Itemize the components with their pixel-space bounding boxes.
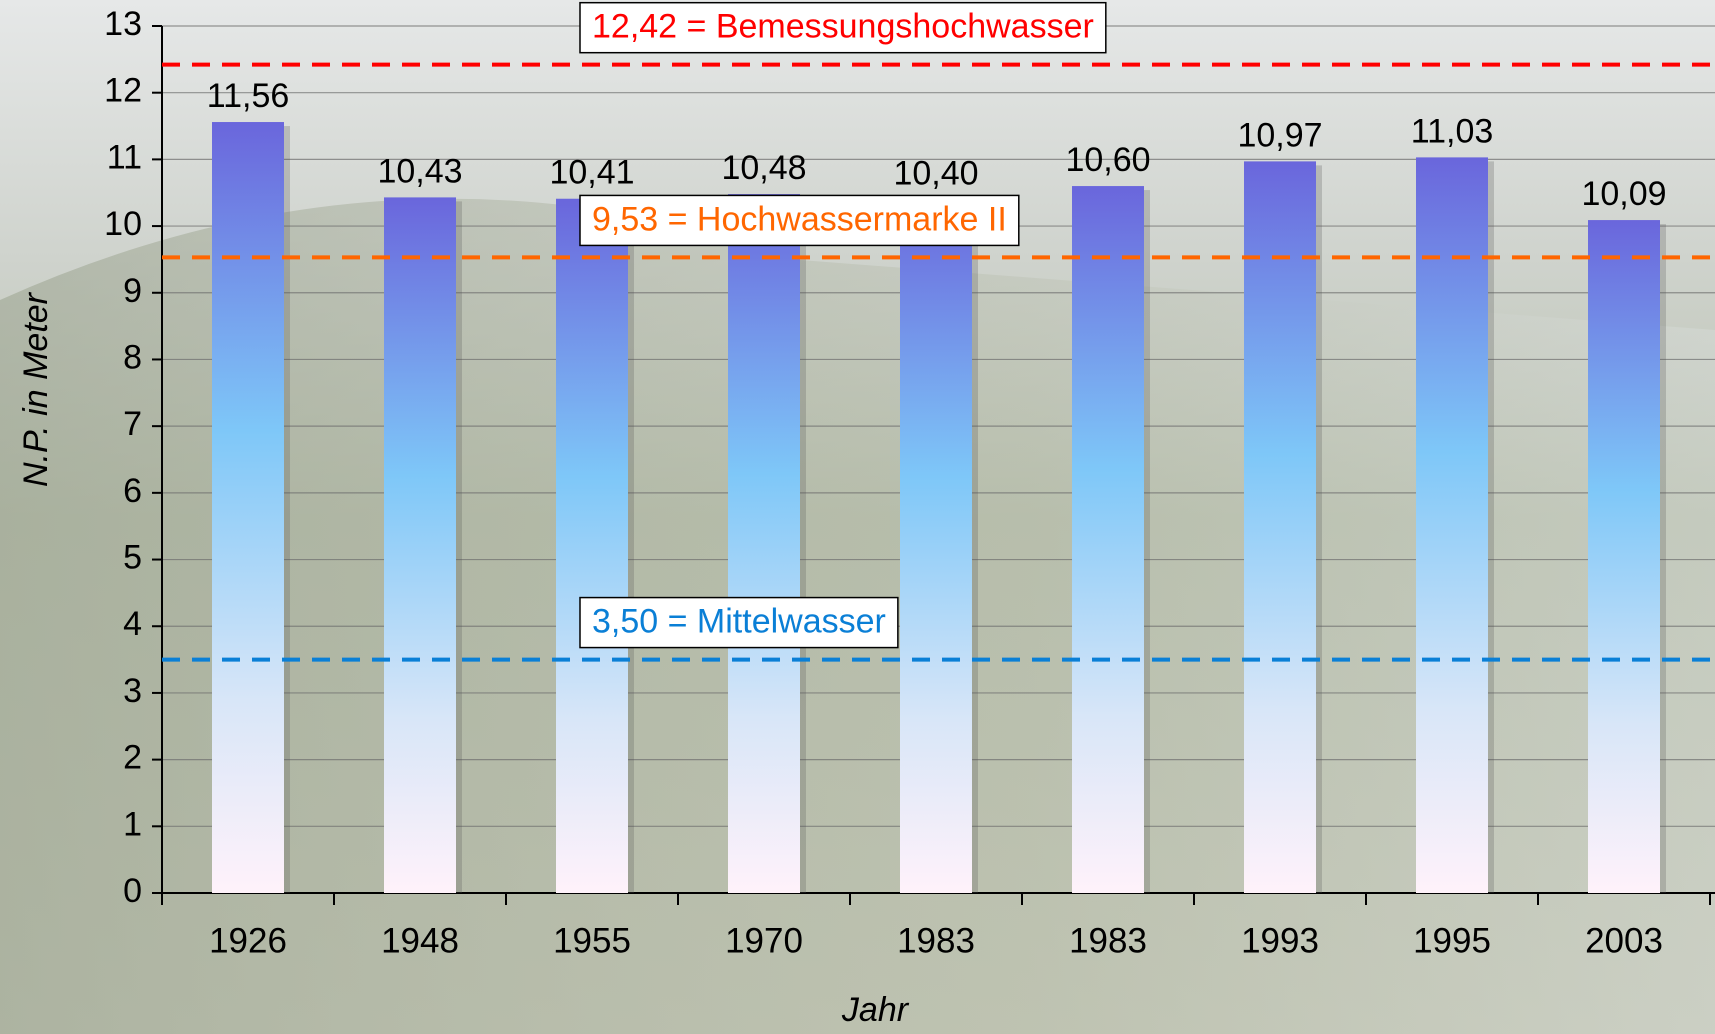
bar <box>384 197 456 893</box>
y-tick-label: 0 <box>123 872 142 910</box>
bar <box>556 199 628 893</box>
x-tick-label: 1955 <box>553 921 631 960</box>
y-tick-label: 8 <box>123 338 142 376</box>
x-tick-label: 1970 <box>725 921 803 960</box>
value-label: 10,41 <box>549 154 634 192</box>
value-label: 11,56 <box>207 77 290 115</box>
y-tick-label: 3 <box>123 672 142 710</box>
y-tick-label: 2 <box>123 739 142 777</box>
y-tick-label: 9 <box>123 272 142 310</box>
y-axis-title: N.P. in Meter <box>17 291 55 487</box>
x-tick-label: 1995 <box>1413 921 1491 960</box>
x-tick-label: 1926 <box>209 921 287 960</box>
reference-label: 12,42 = Bemessungshochwasser <box>592 8 1094 46</box>
y-tick-label: 1 <box>123 805 142 843</box>
x-tick-label: 1983 <box>897 921 975 960</box>
chart: N.P. in Meter Jahr 012345678910111213192… <box>0 0 1715 1034</box>
reference-label: 3,50 = Mittelwasser <box>592 603 886 641</box>
y-tick-label: 6 <box>123 472 142 510</box>
value-label: 11,03 <box>1411 112 1494 150</box>
bar <box>1072 186 1144 893</box>
value-label: 10,60 <box>1065 141 1150 179</box>
value-label: 10,09 <box>1581 175 1666 213</box>
y-tick-label: 11 <box>107 138 142 176</box>
x-axis-title: Jahr <box>841 991 910 1029</box>
bar <box>1588 220 1660 893</box>
value-label: 10,48 <box>721 149 806 187</box>
y-tick-label: 7 <box>123 405 142 443</box>
bar <box>728 194 800 893</box>
y-tick-label: 13 <box>104 5 142 43</box>
bar <box>1416 157 1488 893</box>
x-tick-label: 1983 <box>1069 921 1147 960</box>
x-tick-label: 2003 <box>1585 921 1663 960</box>
y-tick-label: 10 <box>104 205 142 243</box>
y-tick-label: 4 <box>123 605 142 643</box>
x-tick-label: 1948 <box>381 921 459 960</box>
value-label: 10,40 <box>893 154 978 192</box>
y-tick-label: 12 <box>104 72 142 110</box>
value-label: 10,43 <box>377 152 462 190</box>
y-tick-label: 5 <box>123 539 142 577</box>
bar <box>900 199 972 893</box>
bar <box>1244 161 1316 893</box>
x-tick-label: 1993 <box>1241 921 1319 960</box>
bar <box>212 122 284 893</box>
value-label: 10,97 <box>1237 116 1322 154</box>
reference-label: 9,53 = Hochwassermarke II <box>592 200 1007 238</box>
